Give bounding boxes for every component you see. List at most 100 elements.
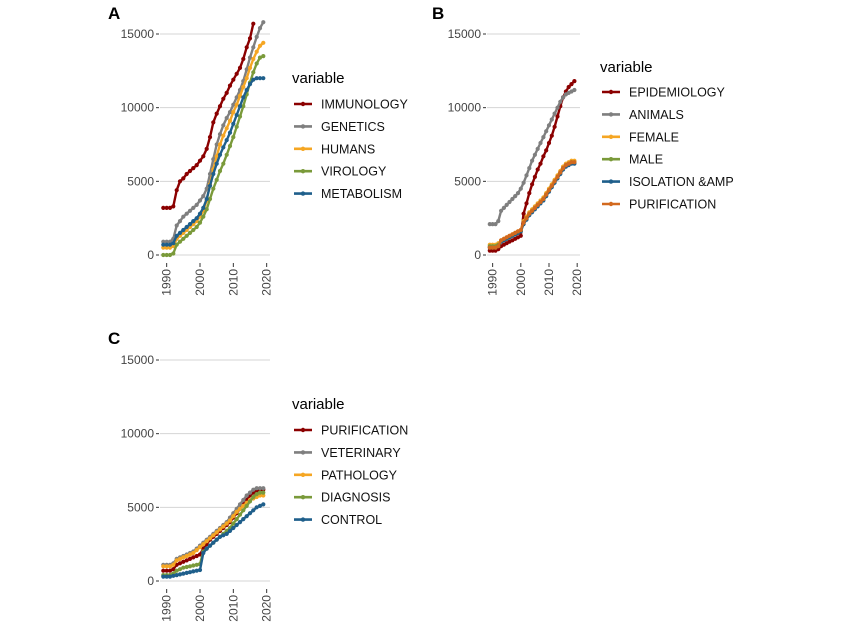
data-point bbox=[224, 531, 229, 537]
legend-key-point bbox=[608, 157, 614, 162]
data-point bbox=[194, 216, 199, 221]
data-point bbox=[201, 542, 206, 547]
x-tick-label: 2010 bbox=[226, 269, 240, 296]
x-tick-label: 1990 bbox=[160, 269, 174, 296]
data-point bbox=[231, 121, 236, 126]
data-point bbox=[493, 222, 498, 227]
data-point bbox=[211, 186, 216, 191]
data-point bbox=[174, 233, 179, 238]
y-tick-label: 5000 bbox=[454, 174, 481, 188]
y-tick-label: 10000 bbox=[121, 427, 155, 441]
data-point bbox=[181, 565, 186, 570]
data-point bbox=[244, 45, 249, 50]
data-point bbox=[261, 40, 266, 45]
y-tick-label: 5000 bbox=[127, 500, 154, 514]
data-point bbox=[527, 166, 532, 171]
data-point bbox=[224, 115, 229, 121]
data-point bbox=[171, 244, 176, 249]
data-point bbox=[204, 146, 209, 151]
legend-label: FEMALE bbox=[629, 130, 679, 144]
data-point bbox=[247, 82, 253, 87]
data-point bbox=[254, 489, 259, 494]
data-point bbox=[237, 114, 243, 119]
data-point bbox=[527, 211, 532, 216]
data-point bbox=[174, 558, 179, 563]
series-female bbox=[487, 158, 577, 247]
data-point bbox=[181, 571, 186, 576]
data-point bbox=[197, 567, 203, 573]
data-point bbox=[234, 517, 239, 522]
data-point bbox=[164, 568, 169, 573]
data-point bbox=[177, 567, 183, 572]
legend-label: PURIFICATION bbox=[629, 198, 716, 212]
data-point bbox=[257, 43, 263, 48]
data-point bbox=[530, 182, 535, 187]
data-point bbox=[244, 503, 249, 508]
data-point bbox=[201, 194, 206, 199]
legend: variable EPIDEMIOLOGY ANIMALS FEMALE MALE ISO… bbox=[600, 59, 734, 212]
data-point bbox=[251, 77, 256, 82]
data-point bbox=[549, 133, 554, 138]
data-point bbox=[261, 54, 266, 59]
data-point bbox=[555, 114, 560, 119]
data-point bbox=[217, 104, 223, 109]
data-point bbox=[164, 242, 169, 247]
data-point bbox=[247, 65, 253, 70]
data-point bbox=[221, 133, 226, 138]
data-point bbox=[538, 199, 543, 205]
y-tick-label: 0 bbox=[147, 248, 154, 262]
data-point bbox=[254, 49, 259, 54]
data-point bbox=[535, 202, 540, 207]
series-metabolism bbox=[161, 76, 266, 247]
data-point bbox=[558, 170, 563, 175]
data-point bbox=[257, 26, 263, 31]
data-point bbox=[544, 148, 549, 153]
legend-label: DIAGNOSIS bbox=[321, 491, 390, 505]
legend-item: CONTROL bbox=[294, 513, 382, 527]
data-point bbox=[227, 130, 233, 135]
data-point bbox=[538, 161, 543, 166]
legend-item: HUMANS bbox=[294, 142, 375, 156]
x-tick-label: 2020 bbox=[570, 269, 584, 296]
data-point bbox=[171, 204, 176, 209]
data-point bbox=[254, 505, 259, 510]
data-point bbox=[211, 540, 216, 545]
data-point bbox=[241, 497, 246, 503]
data-point bbox=[194, 202, 199, 207]
series-immunology bbox=[161, 21, 256, 210]
data-point bbox=[161, 242, 166, 247]
data-point bbox=[241, 56, 246, 62]
data-point bbox=[244, 514, 249, 519]
legend-item: EPIDEMIOLOGY bbox=[602, 86, 726, 100]
data-point bbox=[187, 208, 193, 213]
data-point bbox=[181, 555, 186, 560]
series-animals bbox=[487, 87, 577, 227]
legend-key-point bbox=[608, 134, 614, 139]
series-line bbox=[488, 88, 576, 226]
data-point bbox=[244, 493, 249, 498]
data-point bbox=[174, 188, 179, 193]
data-point bbox=[204, 207, 209, 212]
data-point bbox=[561, 166, 566, 171]
data-point bbox=[161, 239, 166, 244]
data-point bbox=[558, 99, 563, 104]
data-point bbox=[244, 76, 249, 81]
data-point bbox=[524, 201, 529, 206]
data-point bbox=[191, 563, 196, 568]
data-point bbox=[237, 93, 243, 98]
legend-key-point bbox=[300, 169, 306, 174]
data-point bbox=[237, 104, 243, 109]
legend-item: ANIMALS bbox=[602, 108, 684, 122]
legend-title: variable bbox=[600, 59, 653, 76]
data-point bbox=[241, 503, 246, 508]
data-point bbox=[247, 499, 253, 504]
data-point bbox=[177, 230, 183, 235]
data-point bbox=[187, 570, 193, 575]
data-point bbox=[174, 568, 179, 573]
data-point bbox=[211, 120, 216, 125]
legend-label: IMMUNOLOGY bbox=[321, 98, 408, 112]
data-point bbox=[254, 76, 259, 81]
data-point bbox=[521, 220, 526, 225]
data-point bbox=[241, 508, 246, 513]
data-point bbox=[184, 171, 189, 177]
